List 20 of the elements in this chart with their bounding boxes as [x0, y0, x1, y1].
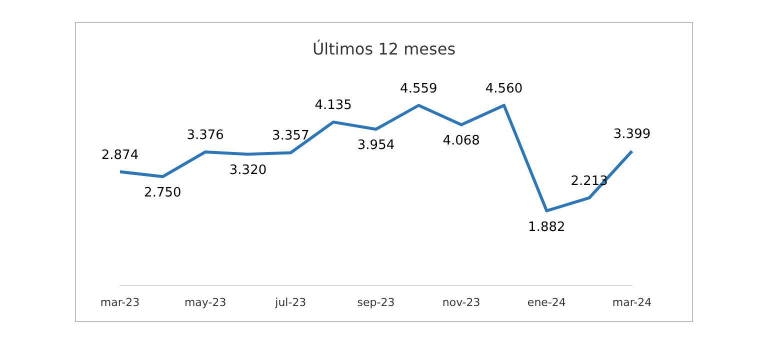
x-tick-label: mar-23	[100, 296, 140, 309]
x-tick-label: nov-23	[442, 296, 480, 309]
data-label: 3.954	[357, 138, 395, 154]
data-label: 3.376	[186, 128, 224, 143]
data-label: 3.320	[229, 163, 267, 178]
x-tick-label: ene-24	[527, 296, 566, 309]
data-label: 2.874	[101, 148, 139, 163]
data-label: 3.357	[272, 128, 310, 144]
data-label: 4.135	[314, 98, 352, 114]
chart-title: Últimos 12 meses	[312, 40, 456, 58]
x-tick-label: may-23	[184, 296, 226, 309]
x-tick-label: jul-23	[274, 296, 306, 309]
data-label: 4.559	[400, 81, 438, 96]
x-tick-label: mar-24	[612, 296, 652, 309]
x-tick-label: sep-23	[357, 296, 395, 309]
data-label: 1.882	[528, 220, 566, 235]
data-label: 3.399	[613, 127, 651, 142]
data-label: 2.750	[144, 186, 182, 201]
data-label: 4.560	[485, 81, 523, 96]
data-label: 4.068	[442, 134, 480, 149]
